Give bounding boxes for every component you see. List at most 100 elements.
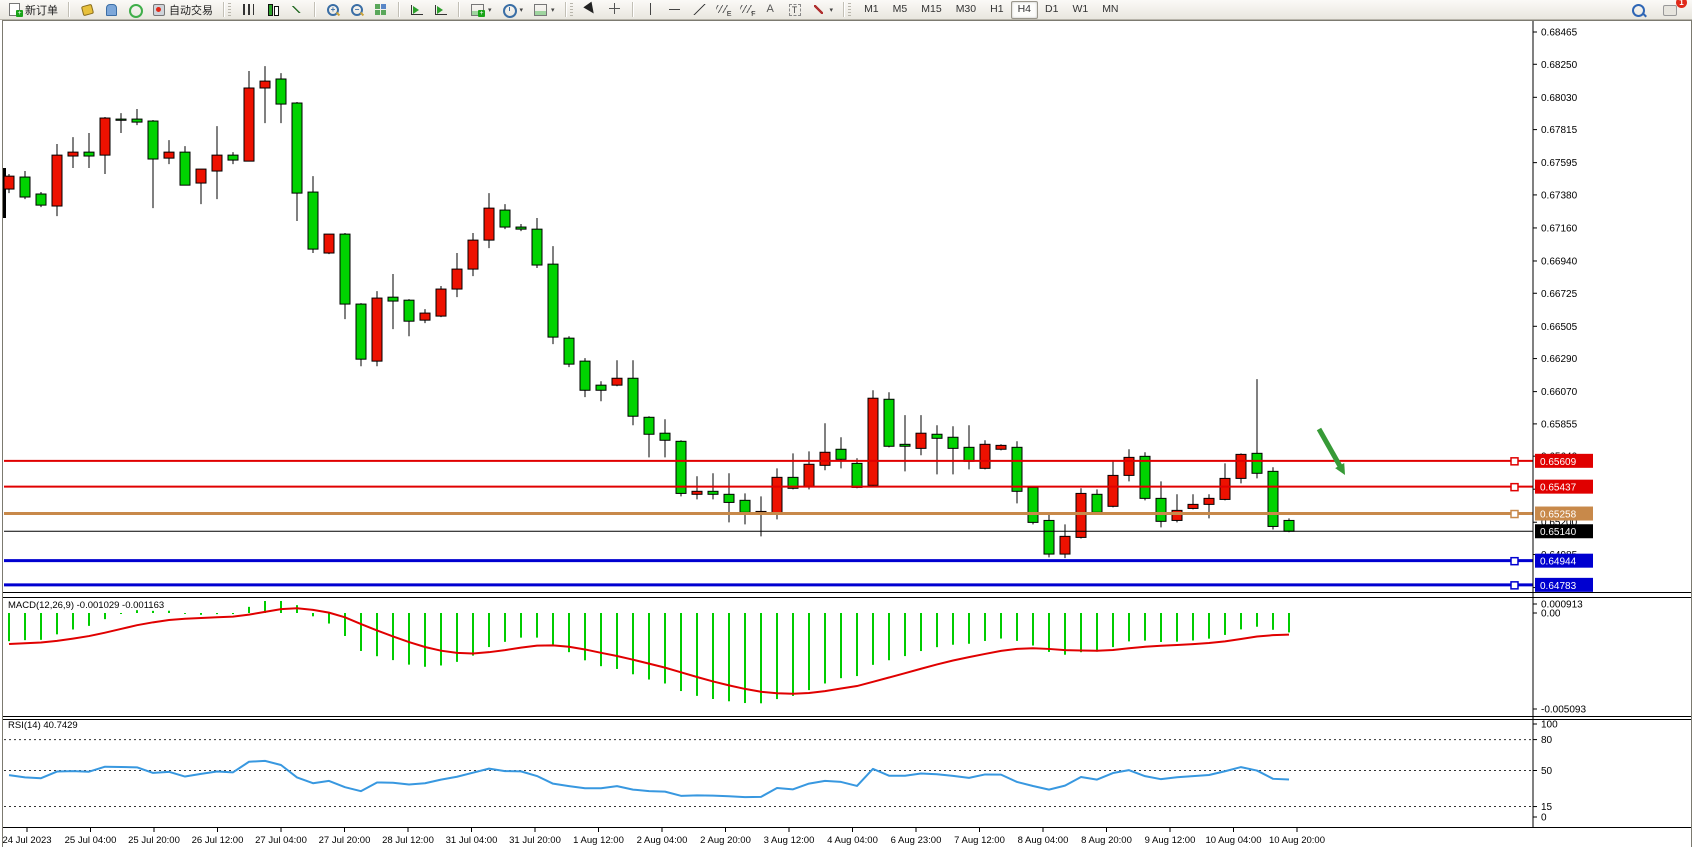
line-handle[interactable] xyxy=(1510,581,1519,590)
text-label-tool[interactable]: T xyxy=(783,0,807,19)
new-order-button[interactable]: + 新订单 xyxy=(3,0,63,19)
toolbar-grip[interactable] xyxy=(569,3,573,16)
rsi-indicator-label: RSI(14) 40.7429 xyxy=(8,720,78,731)
timeframe-h4[interactable]: H4 xyxy=(1010,0,1038,19)
price-axis-label: 0.65855 xyxy=(1541,419,1578,430)
templates-button[interactable]: ▾ xyxy=(528,0,560,19)
auto-scroll-button[interactable] xyxy=(405,0,429,19)
indicators-button[interactable]: + ▾ xyxy=(465,0,497,19)
fibonacci-icon: F xyxy=(739,3,756,18)
timeframe-h1[interactable]: H1 xyxy=(990,2,1004,15)
new-order-label: 新订单 xyxy=(25,4,58,17)
horizontal-line-tool[interactable] xyxy=(663,0,687,19)
candlestick xyxy=(771,476,783,515)
price-axis-label: 0.67595 xyxy=(1541,158,1578,169)
timeframe-d1[interactable]: D1 xyxy=(1045,2,1059,15)
price-line-badge-text: 0.65140 xyxy=(1540,527,1577,538)
rsi-axis-label: 50 xyxy=(1541,766,1553,777)
signals-button[interactable] xyxy=(123,0,147,19)
price-axis-label: 0.66940 xyxy=(1541,256,1578,267)
candlestick xyxy=(35,193,47,206)
crosshair-icon xyxy=(608,3,622,16)
time-axis-label: 10 Aug 20:00 xyxy=(1269,835,1325,846)
timeframe-mn[interactable]: MN xyxy=(1102,2,1119,15)
trendline-tool[interactable] xyxy=(687,0,711,19)
fibonacci-tool[interactable]: F xyxy=(735,0,759,19)
line-handle[interactable] xyxy=(1510,482,1519,492)
price-axis-label: 0.67815 xyxy=(1541,125,1578,136)
rsi-axis-label: 0 xyxy=(1541,813,1547,824)
tile-windows-icon xyxy=(374,3,388,16)
signals-icon xyxy=(128,3,143,18)
candlestick xyxy=(131,118,143,123)
line-handle[interactable] xyxy=(1510,457,1519,466)
candlestick-icon xyxy=(266,3,280,16)
notifications-button[interactable]: 1 xyxy=(1658,0,1687,19)
time-axis-label: 31 Jul 20:00 xyxy=(509,835,561,846)
text-tool[interactable]: A xyxy=(759,0,783,19)
arrows-icon xyxy=(812,3,826,16)
chat-bubble-icon xyxy=(1663,3,1677,16)
bar-chart-button[interactable] xyxy=(237,0,261,19)
timeframe-m15[interactable]: M15 xyxy=(921,2,942,15)
timeframe-m1[interactable]: M1 xyxy=(864,2,879,15)
timeframe-w1[interactable]: W1 xyxy=(1072,2,1089,15)
arrow-annotation[interactable] xyxy=(1316,427,1345,472)
candlestick xyxy=(1123,456,1135,476)
candlestick xyxy=(403,299,415,322)
channel-tool[interactable]: E xyxy=(711,0,735,19)
candlestick xyxy=(515,226,527,230)
profile-button[interactable] xyxy=(99,0,123,19)
autotrading-button[interactable]: 自动交易 xyxy=(147,0,218,19)
line-chart-button[interactable] xyxy=(285,0,309,19)
candlestick xyxy=(947,436,959,449)
paint-bucket-icon xyxy=(80,3,95,17)
search-button[interactable] xyxy=(1626,0,1650,19)
chart-shift-button[interactable] xyxy=(429,0,453,19)
candlestick xyxy=(803,463,815,487)
price-line-badge xyxy=(1535,506,1593,521)
timeframe-m5[interactable]: M5 xyxy=(892,2,908,15)
styler-button[interactable] xyxy=(75,0,99,19)
cursor-tool-button[interactable] xyxy=(579,0,603,21)
timeframe-m30[interactable]: M30 xyxy=(955,2,977,15)
time-axis-label: 2 Aug 20:00 xyxy=(700,835,751,846)
toolbar-grip[interactable] xyxy=(228,3,231,16)
candlestick xyxy=(323,233,335,254)
price-axis-label: 0.67380 xyxy=(1541,190,1578,201)
candlestick xyxy=(19,176,31,198)
vertical-line-tool[interactable] xyxy=(639,0,663,19)
chart-window: ▼ AUDUSD-,H4 0.65212 0.65226 0.65133 0.6… xyxy=(2,20,1692,847)
tile-windows-button[interactable] xyxy=(369,0,393,19)
line-chart-icon xyxy=(290,3,304,16)
channel-icon: E xyxy=(715,3,732,18)
zoom-in-button[interactable]: + xyxy=(321,0,345,19)
candlestick xyxy=(339,233,351,305)
candlestick xyxy=(627,377,639,417)
time-axis-label: 26 Jul 12:00 xyxy=(192,835,244,846)
candlestick-chart-button[interactable] xyxy=(261,0,285,19)
time-axis-label: 27 Jul 20:00 xyxy=(319,835,371,846)
notification-badge: 1 xyxy=(1676,0,1687,8)
price-line-badge xyxy=(1535,577,1593,592)
periods-button[interactable]: ▾ xyxy=(497,0,529,19)
candlestick xyxy=(355,303,367,360)
price-axis-label: 0.66290 xyxy=(1541,354,1578,365)
candlestick xyxy=(1251,452,1263,474)
candlestick xyxy=(707,490,719,495)
candlestick xyxy=(819,451,831,466)
time-axis-label: 25 Jul 04:00 xyxy=(65,835,117,846)
candlestick xyxy=(1155,497,1167,522)
price-axis-label: 0.68250 xyxy=(1541,60,1578,71)
candlestick xyxy=(99,117,111,156)
arrows-tool[interactable]: ▾ xyxy=(807,0,839,19)
zoom-out-button[interactable]: − xyxy=(345,0,369,19)
line-handle[interactable] xyxy=(1510,509,1519,519)
toolbar-grip[interactable] xyxy=(848,3,852,16)
line-handle[interactable] xyxy=(1510,556,1519,566)
toolbar-separator xyxy=(564,2,567,17)
crosshair-tool-button[interactable] xyxy=(603,0,627,19)
candlestick xyxy=(243,87,255,162)
price-axis-label: 0.67160 xyxy=(1541,223,1578,234)
